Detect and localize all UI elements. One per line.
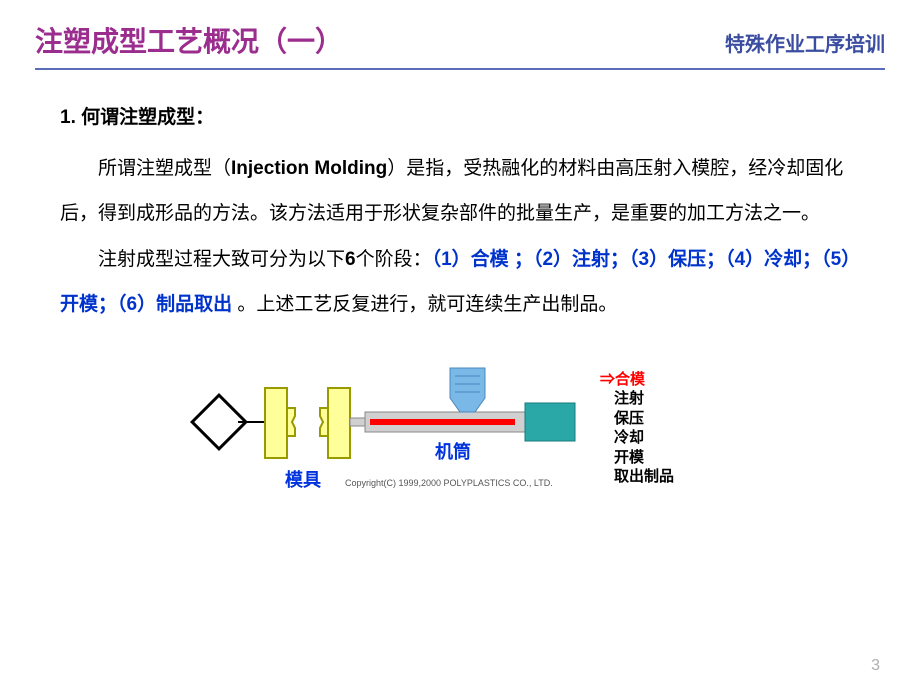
para1-pre: 所谓注塑成型（ bbox=[98, 158, 231, 179]
slide-content: 1. 何谓注塑成型： 所谓注塑成型（Injection Molding）是指，受… bbox=[35, 95, 885, 328]
injection-molding-diagram: 机筒 模具 ⇒合模 注射 保压 冷却 开模 取出制品 Copyright(C) … bbox=[180, 348, 740, 498]
page-number: 3 bbox=[871, 657, 880, 675]
clamp-diamond-icon bbox=[192, 395, 246, 449]
stage-row-1: ⇒合模 bbox=[600, 370, 674, 390]
para2-pre: 注射成型过程大致可分为以下 bbox=[98, 249, 345, 270]
mold-left-icon bbox=[265, 388, 287, 458]
section-heading: 1. 何谓注塑成型： bbox=[60, 95, 860, 141]
paragraph-2: 注射成型过程大致可分为以下6个阶段：（1）合模 ；（2）注射；（3）保压；（4）… bbox=[60, 237, 860, 328]
slide-header: 注塑成型工艺概况（一） 特殊作业工序培训 bbox=[35, 20, 885, 70]
slide-title: 注塑成型工艺概况（一） bbox=[35, 20, 343, 60]
para2-num: 6 bbox=[345, 249, 356, 270]
para2-post: 。上述工艺反复进行，就可连续生产出制品。 bbox=[237, 294, 617, 315]
stage-4: 冷却 bbox=[600, 428, 674, 448]
stage-3: 保压 bbox=[600, 409, 674, 429]
paragraph-1: 所谓注塑成型（Injection Molding）是指，受热融化的材料由高压射入… bbox=[60, 146, 860, 237]
label-barrel: 机筒 bbox=[435, 438, 471, 464]
stage-5: 开模 bbox=[600, 448, 674, 468]
screw-icon bbox=[370, 419, 515, 425]
stage-list-vertical: ⇒合模 注射 保压 冷却 开模 取出制品 bbox=[600, 370, 674, 487]
stage-2: 注射 bbox=[600, 389, 674, 409]
slide-subtitle: 特殊作业工序培训 bbox=[725, 28, 885, 57]
label-mold: 模具 bbox=[285, 466, 321, 492]
diagram-container: 机筒 模具 ⇒合模 注射 保压 冷却 开模 取出制品 Copyright(C) … bbox=[35, 348, 885, 498]
hopper-icon bbox=[450, 368, 485, 412]
stage-arrow-icon: ⇒ bbox=[600, 371, 615, 388]
mold-right-icon bbox=[328, 388, 350, 458]
nozzle-icon bbox=[350, 418, 365, 426]
stage-6: 取出制品 bbox=[600, 467, 674, 487]
para2-mid: 个阶段： bbox=[356, 249, 432, 270]
drive-unit-icon bbox=[525, 403, 575, 441]
mold-right-cavity bbox=[320, 408, 328, 436]
stage-1: 合模 bbox=[615, 371, 645, 388]
para1-english-term: Injection Molding bbox=[231, 158, 387, 179]
diagram-copyright: Copyright(C) 1999,2000 POLYPLASTICS CO.,… bbox=[345, 478, 553, 488]
mold-left-cavity bbox=[287, 408, 295, 436]
